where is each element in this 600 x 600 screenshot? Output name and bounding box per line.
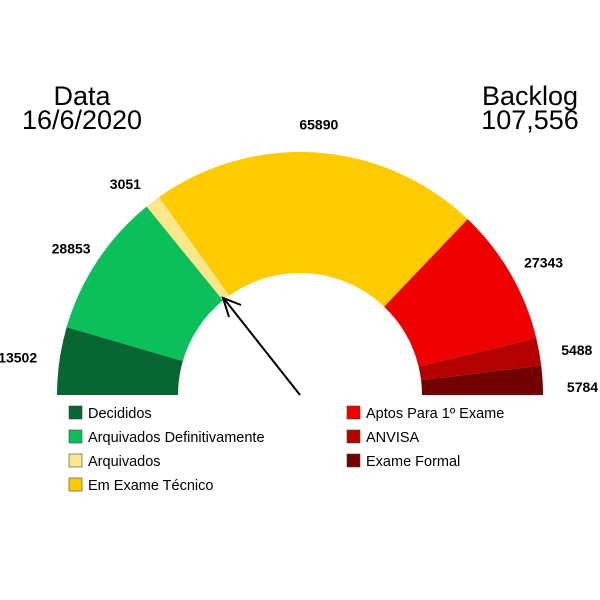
legend-item-anvisa: ANVISA bbox=[347, 430, 420, 446]
value-label-arquivados: 3051 bbox=[110, 176, 141, 192]
legend-item-arquivados-definitivamente: Arquivados Definitivamente bbox=[69, 430, 265, 446]
legend-item-exame-formal: Exame Formal bbox=[347, 454, 460, 470]
legend-swatch bbox=[347, 430, 360, 443]
value-label-exame-formal: 5784 bbox=[567, 379, 598, 395]
value-label-anvisa: 5488 bbox=[561, 342, 592, 358]
legend-label: ANVISA bbox=[366, 430, 420, 446]
legend-swatch bbox=[69, 454, 82, 467]
legend-item-decididos: Decididos bbox=[69, 406, 152, 422]
legend: Decididos Arquivados Definitivamente Arqui… bbox=[69, 406, 504, 494]
header-right: Backlog 107,556 bbox=[481, 81, 579, 135]
value-label-arquivados-definitivamente: 28853 bbox=[52, 241, 91, 257]
legend-swatch bbox=[347, 406, 360, 419]
legend-item-em-exame-tecnico: Em Exame Técnico bbox=[69, 478, 213, 494]
legend-swatch bbox=[69, 430, 82, 443]
value-label-em-exame-tecnico: 65890 bbox=[299, 117, 338, 133]
header-left: Data 16/6/2020 bbox=[22, 81, 142, 135]
legend-item-aptos-para-1-exame: Aptos Para 1º Exame bbox=[347, 406, 504, 422]
value-label-decididos: 13502 bbox=[0, 350, 37, 366]
legend-swatch bbox=[69, 478, 82, 491]
backlog-value: 107,556 bbox=[481, 105, 579, 135]
legend-swatch bbox=[347, 454, 360, 467]
value-label-aptos-para-1-exame: 27343 bbox=[524, 255, 563, 271]
date-value: 16/6/2020 bbox=[22, 105, 142, 135]
pointer-arrow bbox=[223, 298, 300, 395]
legend-item-arquivados: Arquivados bbox=[69, 454, 161, 470]
legend-label: Decididos bbox=[88, 406, 152, 422]
legend-label: Exame Formal bbox=[366, 454, 460, 470]
legend-label: Arquivados bbox=[88, 454, 161, 470]
legend-label: Em Exame Técnico bbox=[88, 478, 213, 494]
legend-label: Aptos Para 1º Exame bbox=[366, 406, 504, 422]
legend-label: Arquivados Definitivamente bbox=[88, 430, 265, 446]
legend-swatch bbox=[69, 406, 82, 419]
